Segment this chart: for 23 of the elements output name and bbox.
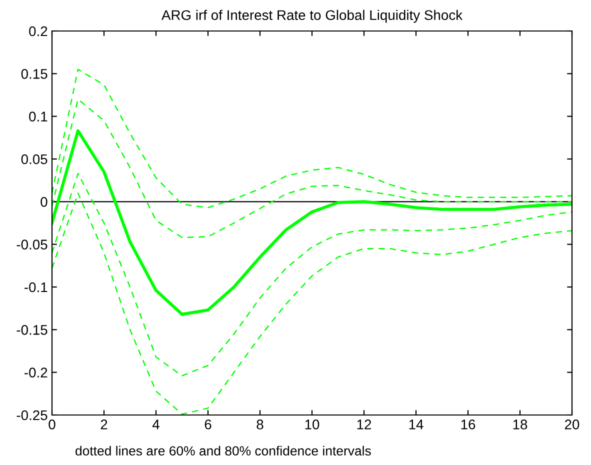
y-tick-label: -0.25 [16,410,48,420]
y-tick-label: -0.2 [24,368,48,378]
x-tick-label: 18 [513,420,528,430]
x-tick-label: 6 [204,420,212,430]
x-tick-label: 12 [357,420,372,430]
y-tick-label: 0.1 [29,112,48,122]
y-tick-label: -0.05 [16,240,48,250]
y-tick-label: -0.1 [24,282,48,292]
x-tick-label: 0 [48,420,56,430]
x-tick-label: 20 [564,420,580,430]
y-tick-label: 0.2 [29,26,48,36]
y-tick-label: 0.05 [21,154,48,164]
y-tick-label: 0.15 [21,69,48,79]
chart-title: ARG irf of Interest Rate to Global Liquidity Shock [162,10,463,23]
text: dotted lines are 60% and 80% confidence intervals [76,446,371,456]
x-tick-label: 8 [256,420,264,430]
x-tick-label: 10 [305,420,320,430]
x-tick-label: 16 [461,420,476,430]
y-tick-label: 0 [40,197,48,207]
x-tick-label: 4 [152,420,160,430]
x-tick-label: 14 [409,420,424,430]
y-tick-label: -0.15 [16,325,48,335]
x-tick-label: 2 [100,420,108,430]
